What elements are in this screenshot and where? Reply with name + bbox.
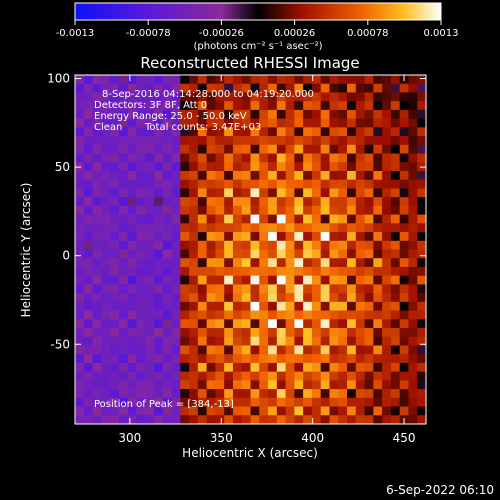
footer-timestamp: 6-Sep-2022 06:10 <box>386 483 494 497</box>
x-axis-label: Heliocentric X (arcsec) <box>182 446 318 460</box>
peak-position-label: Position of Peak = [384,-13] <box>94 399 234 410</box>
x-tick-label: 450 <box>393 431 416 445</box>
y-tick-label: 50 <box>55 160 70 174</box>
colorbar-tick-label: 0.00026 <box>274 28 315 39</box>
colorbar-tick-label: -0.00026 <box>199 28 244 39</box>
x-tick-label: 400 <box>301 431 324 445</box>
chart-title: Reconstructed RHESSI Image <box>140 54 359 72</box>
colorbar-unit-label: (photons cm⁻² s⁻¹ asec⁻²) <box>193 41 322 52</box>
annotation-energy-range: Energy Range: 25.0 - 50.0 keV <box>94 111 247 122</box>
colorbar-tick-label: -0.0013 <box>56 28 95 39</box>
colorbar-tick-label: 0.00078 <box>347 28 388 39</box>
axes: 300 350 400 450 100 50 0 -50 <box>47 72 426 445</box>
annotation-time-range: 8-Sep-2016 04:14:28.000 to 04:19:20.000 <box>102 89 314 100</box>
y-axis-label: Heliocentric Y (arcsec) <box>19 183 33 318</box>
plot-frame <box>74 74 427 425</box>
colorbar <box>74 2 442 21</box>
colorbar-tick-label: -0.00078 <box>126 28 171 39</box>
y-tick-label: 0 <box>62 249 70 263</box>
colorbar-ticks: -0.0013 -0.00078 -0.00026 0.00026 0.00078 0.0… <box>56 20 459 39</box>
annotation-total-counts: Total counts: 3.47E+03 <box>144 122 261 133</box>
x-tick-label: 300 <box>118 431 141 445</box>
annotation-method: Clean <box>94 122 122 133</box>
x-tick-label: 350 <box>210 431 233 445</box>
y-tick-label: -50 <box>50 337 70 351</box>
heatmap-image <box>75 75 426 424</box>
colorbar-tick-label: 0.0013 <box>424 28 459 39</box>
y-tick-label: 100 <box>47 72 70 86</box>
annotation-detectors: Detectors: 3F 8F, Att 0 <box>94 100 207 111</box>
